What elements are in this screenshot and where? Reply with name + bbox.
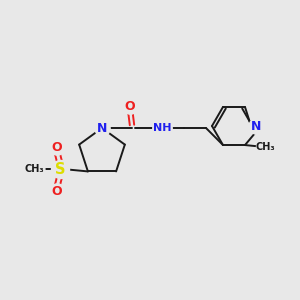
Text: N: N bbox=[97, 122, 107, 134]
Text: CH₃: CH₃ bbox=[24, 164, 44, 174]
Text: O: O bbox=[125, 100, 135, 112]
Text: CH₃: CH₃ bbox=[255, 142, 275, 152]
Text: N: N bbox=[251, 119, 261, 133]
Text: O: O bbox=[52, 185, 62, 198]
Text: NH: NH bbox=[153, 123, 171, 133]
Text: O: O bbox=[52, 141, 62, 154]
Text: S: S bbox=[55, 162, 65, 177]
